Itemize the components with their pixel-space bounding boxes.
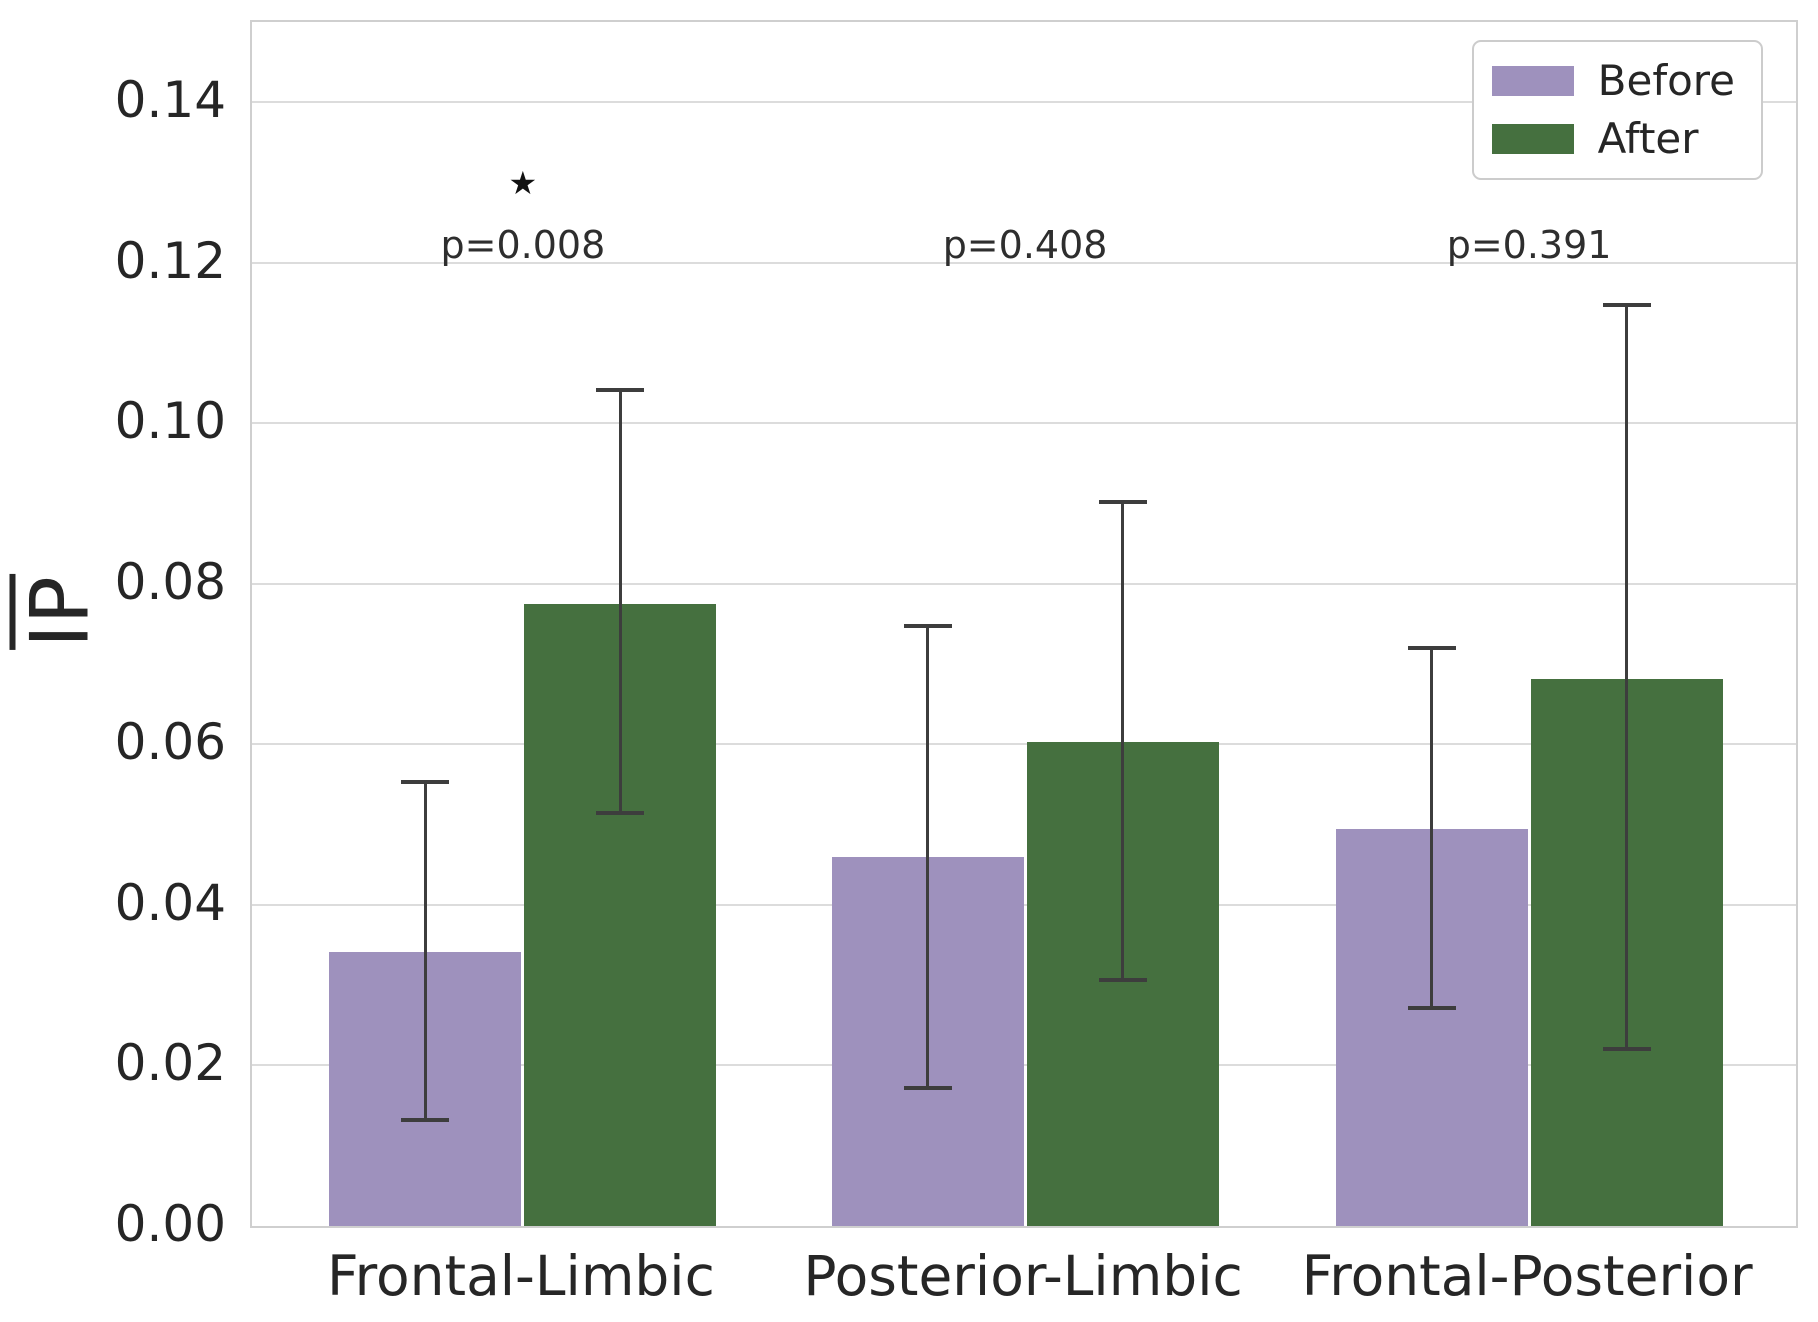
gridline-0.08: [252, 582, 1796, 585]
error-cap-bottom-before-posterior-limbic: [903, 1085, 952, 1090]
error-bar-before-frontal-limbic: [423, 782, 427, 1121]
legend-label-before: Before: [1597, 56, 1735, 105]
error-cap-top-after-frontal-limbic: [596, 388, 645, 393]
y-tick-label-0.04: 0.04: [114, 873, 226, 932]
gridline-0.06: [252, 743, 1796, 746]
y-tick-label-0.12: 0.12: [114, 231, 226, 290]
error-cap-top-before-frontal-posterior: [1407, 646, 1456, 651]
legend-swatch-after: [1491, 124, 1574, 154]
legend: Before After: [1471, 40, 1763, 180]
p-value-label-1: p=0.008: [440, 223, 606, 267]
legend-item-before: Before: [1491, 56, 1735, 105]
error-bar-before-posterior-limbic: [926, 625, 930, 1088]
error-cap-bottom-after-frontal-posterior: [1602, 1047, 1651, 1052]
significance-star-icon: ★: [508, 164, 538, 202]
legend-swatch-before: [1491, 66, 1574, 96]
error-bar-after-frontal-posterior: [1625, 305, 1629, 1050]
error-cap-bottom-after-frontal-limbic: [596, 811, 645, 816]
gridline-0.12: [252, 261, 1796, 264]
p-value-label-2: p=0.408: [942, 223, 1108, 267]
y-tick-label-0.00: 0.00: [114, 1195, 226, 1253]
error-cap-top-after-frontal-posterior: [1602, 303, 1651, 308]
gridline-0.14: [252, 101, 1796, 104]
error-bar-after-frontal-limbic: [618, 390, 622, 814]
x-tick-label-frontal-limbic: Frontal-Limbic: [326, 1244, 715, 1308]
error-cap-bottom-before-frontal-limbic: [401, 1118, 450, 1123]
gridline-0.10: [252, 422, 1796, 425]
error-cap-top-before-frontal-limbic: [401, 780, 450, 785]
error-bar-before-frontal-posterior: [1430, 648, 1434, 1009]
legend-item-after: After: [1491, 114, 1735, 163]
error-cap-top-before-posterior-limbic: [903, 623, 952, 628]
p-value-label-3: p=0.391: [1446, 223, 1612, 267]
error-cap-bottom-after-posterior-limbic: [1098, 978, 1147, 983]
y-tick-label-0.14: 0.14: [114, 71, 226, 130]
y-tick-label-0.02: 0.02: [114, 1034, 226, 1093]
error-cap-top-after-posterior-limbic: [1098, 499, 1147, 504]
plot-area: p=0.008 ★ p=0.408 p=0.391 Before After: [250, 20, 1798, 1228]
y-tick-label-0.06: 0.06: [114, 713, 226, 772]
x-tick-label-frontal-posterior: Frontal-Posterior: [1301, 1244, 1753, 1308]
error-cap-bottom-before-frontal-posterior: [1407, 1006, 1456, 1011]
gridline-0.02: [252, 1064, 1796, 1067]
y-tick-label-0.08: 0.08: [114, 552, 226, 611]
gridline-0.04: [252, 903, 1796, 906]
x-tick-label-posterior-limbic: Posterior-Limbic: [803, 1244, 1243, 1308]
legend-label-after: After: [1597, 114, 1699, 163]
error-bar-after-posterior-limbic: [1121, 501, 1125, 981]
y-tick-label-0.10: 0.10: [114, 392, 226, 451]
